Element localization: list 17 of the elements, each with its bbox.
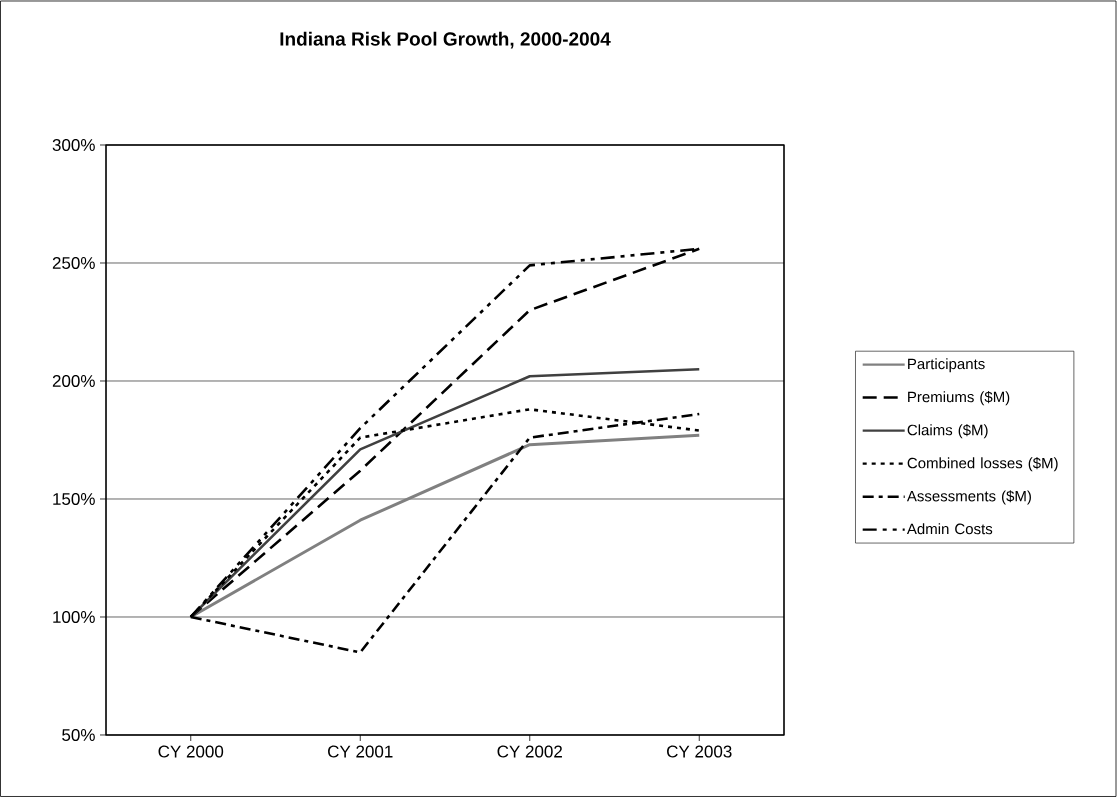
y-tick-label: 50%	[62, 728, 95, 742]
y-tick-label: 200%	[52, 374, 95, 388]
legend-label: Claims ($M)	[907, 424, 988, 439]
chart-title: Indiana Risk Pool Growth, 2000-2004	[280, 31, 611, 49]
x-tick-label: CY 2001	[328, 745, 393, 758]
y-tick-label: 100%	[53, 610, 95, 624]
legend-label: Premiums ($M)	[908, 391, 1010, 406]
x-tick-label: CY 2000	[158, 745, 224, 758]
legend-label: Participants	[908, 358, 985, 373]
legend-label: Assessments ($M)	[906, 490, 1031, 505]
legend-label: Admin Costs	[906, 523, 993, 535]
y-tick-label: 300%	[52, 138, 95, 152]
y-tick-label: 150%	[53, 492, 95, 506]
y-tick-label: 250%	[52, 256, 95, 270]
legend-label: Combined losses ($M)	[907, 457, 1058, 472]
x-tick-label: CY 2002	[497, 745, 562, 758]
x-tick-label: CY 2003	[667, 745, 732, 758]
